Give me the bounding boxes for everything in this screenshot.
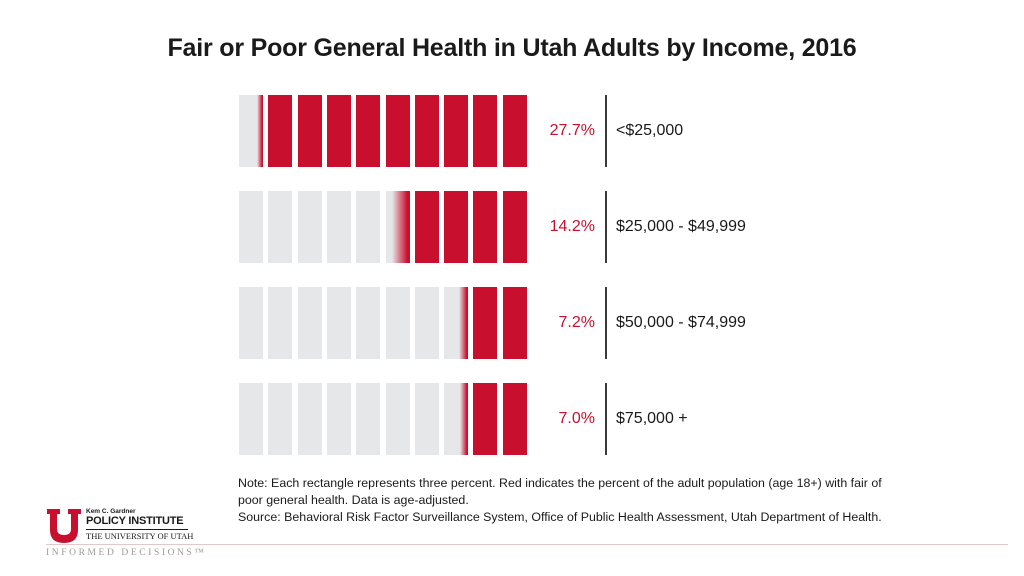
row-divider (605, 383, 607, 455)
rectangle-unit (268, 287, 293, 359)
rectangle-unit (502, 191, 527, 263)
rectangle-unit (444, 191, 469, 263)
rectangle-fill (473, 95, 498, 167)
informed-decisions-tagline: INFORMED DECISIONS™ (46, 548, 207, 558)
rectangle-fill (268, 95, 293, 167)
rectangle-unit (473, 95, 498, 167)
rectangle-unit (297, 287, 322, 359)
chart-notes: Note: Each rectangle represents three pe… (238, 475, 938, 526)
rectangle-unit (356, 383, 381, 455)
rectangle-fill (473, 191, 498, 263)
rectangle-fill (297, 95, 322, 167)
rectangle-fill (391, 191, 410, 263)
rectangle-fill (473, 287, 498, 359)
rectangle-unit (444, 95, 469, 167)
income-label: $50,000 - $74,999 (616, 314, 746, 331)
logo-university: THE UNIVERSITY OF UTAH (86, 531, 194, 541)
rectangle-unit (502, 95, 527, 167)
rectangle-unit (473, 191, 498, 263)
rectangle-unit (297, 95, 322, 167)
rectangle-unit (502, 287, 527, 359)
rectangle-fill (502, 191, 527, 263)
rectangle-fill (257, 95, 263, 167)
rectangle-unit (385, 191, 410, 263)
rectangle-unit (356, 191, 381, 263)
chart-title: Fair or Poor General Health in Utah Adul… (167, 34, 857, 62)
rectangle-fill (414, 191, 439, 263)
value-label: 7.0% (558, 410, 595, 427)
rectangle-fill (502, 95, 527, 167)
rectangle-fill (458, 287, 469, 359)
footer-divider (46, 544, 1008, 545)
rectangle-fill (326, 95, 351, 167)
rectangle-unit (239, 191, 263, 263)
rectangle-fill (502, 287, 527, 359)
rectangle-unit (444, 287, 469, 359)
rectangle-unit (239, 383, 263, 455)
rectangle-unit (356, 95, 381, 167)
source-line: Source: Behavioral Risk Factor Surveilla… (238, 510, 882, 524)
rectangle-unit (444, 383, 469, 455)
rectangle-fill (444, 191, 469, 263)
rectangle-unit (385, 287, 410, 359)
rectangle-fill (473, 383, 498, 455)
rectangle-unit (297, 383, 322, 455)
rectangle-unit (326, 191, 351, 263)
row-divider (605, 287, 607, 359)
value-label: 7.2% (558, 314, 595, 331)
rectangle-unit (385, 383, 410, 455)
rectangle-unit (268, 383, 293, 455)
policy-institute-logo: Kem C. Gardner POLICY INSTITUTE THE UNIV… (46, 508, 246, 568)
rectangle-unit (385, 95, 410, 167)
rectangle-unit (356, 287, 381, 359)
rectangle-unit (473, 383, 498, 455)
rectangle-fill (502, 383, 527, 455)
rectangle-unit (326, 287, 351, 359)
rectangle-unit (473, 287, 498, 359)
income-label: $25,000 - $49,999 (616, 218, 746, 235)
logo-policy-institute: POLICY INSTITUTE (86, 515, 184, 527)
rectangle-unit (239, 287, 263, 359)
rectangle-unit (414, 95, 439, 167)
rectangle-fill (444, 95, 469, 167)
rectangle-unit (414, 191, 439, 263)
rectangle-unit (268, 95, 293, 167)
rectangle-unit (326, 95, 351, 167)
income-label: $75,000 + (616, 410, 688, 427)
rectangle-fill (460, 383, 469, 455)
rectangle-unit (297, 191, 322, 263)
rectangle-unit (502, 383, 527, 455)
logo-kem-gardner: Kem C. Gardner (86, 508, 136, 515)
rectangle-unit (414, 287, 439, 359)
value-label: 14.2% (549, 218, 595, 235)
income-label: <$25,000 (616, 122, 684, 139)
rectangle-fill (414, 95, 439, 167)
row-divider (605, 191, 607, 263)
rectangle-unit (326, 383, 351, 455)
row-divider (605, 95, 607, 167)
pictograph-chart: 27.7% <$25,000 14.2% $25,000 - $49,999 7.2% $… (239, 95, 746, 455)
note-line-2: poor general health. Data is age-adjuste… (238, 493, 469, 507)
rectangle-unit (268, 191, 293, 263)
rectangle-unit (414, 383, 439, 455)
note-line-1: Note: Each rectangle represents three pe… (238, 476, 882, 490)
rectangle-fill (385, 95, 410, 167)
rectangle-fill (356, 95, 381, 167)
value-label: 27.7% (549, 122, 595, 139)
university-u-logo-icon (47, 509, 81, 543)
logo-divider (86, 529, 188, 530)
rectangle-unit (239, 95, 263, 167)
